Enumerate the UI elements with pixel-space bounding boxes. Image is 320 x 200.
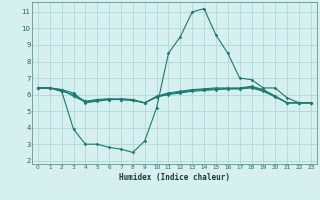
X-axis label: Humidex (Indice chaleur): Humidex (Indice chaleur)	[119, 173, 230, 182]
